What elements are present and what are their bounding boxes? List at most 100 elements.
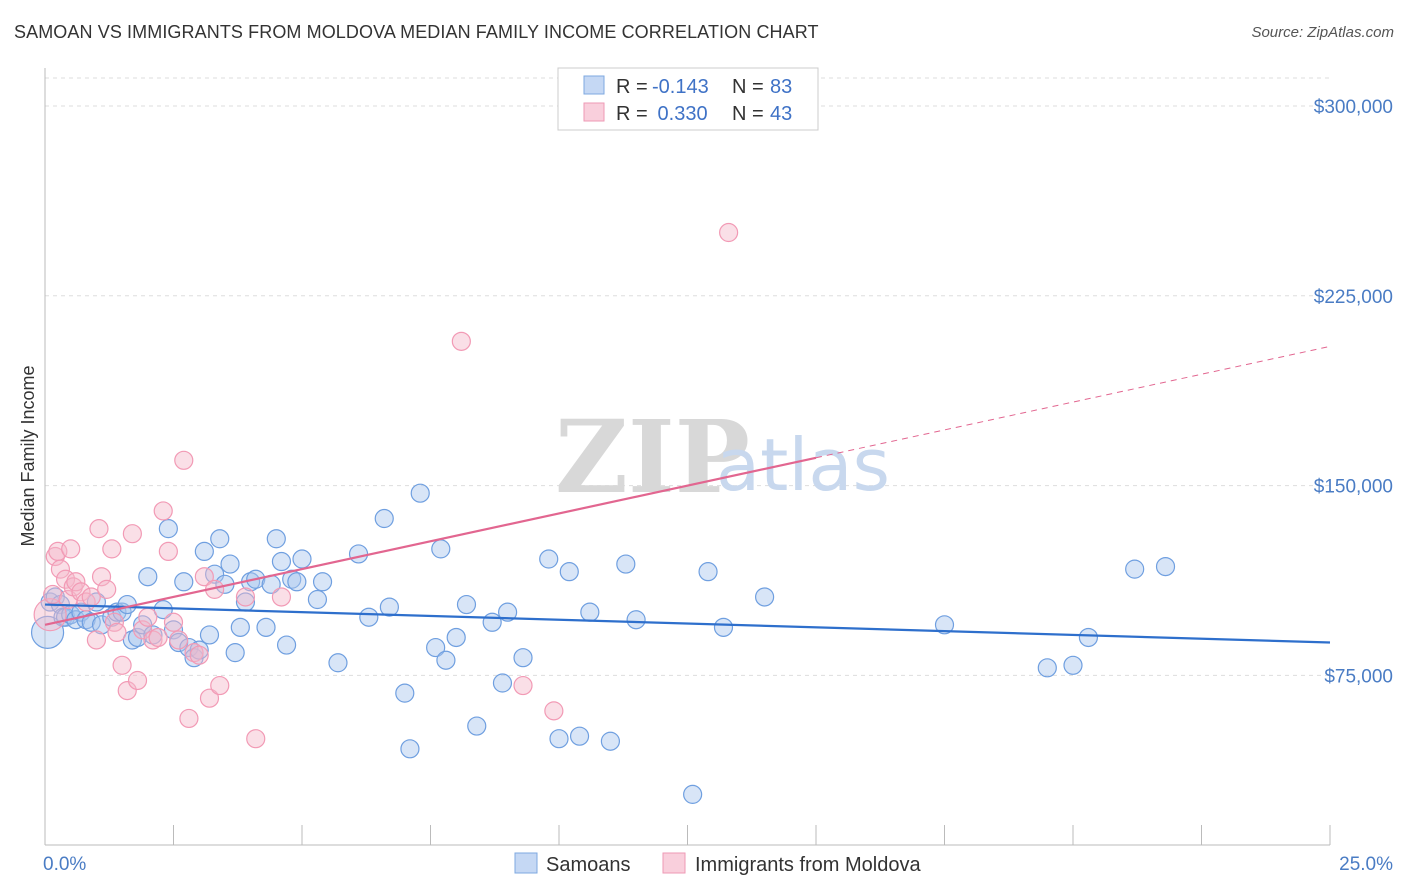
data-point: [1037, 658, 1057, 678]
data-point: [194, 567, 214, 587]
data-point: [379, 597, 399, 617]
data-point: [626, 610, 646, 630]
data-point: [61, 539, 81, 559]
data-point: [153, 501, 173, 521]
data-point: [246, 729, 266, 749]
data-point: [138, 567, 158, 587]
data-point: [210, 529, 230, 549]
y-tick-label: $300,000: [1314, 97, 1393, 118]
data-point: [359, 607, 379, 627]
data-point: [559, 562, 579, 582]
data-point: [189, 645, 209, 665]
data-point: [539, 549, 559, 569]
data-point: [174, 450, 194, 470]
data-point: [498, 602, 518, 622]
data-point: [276, 635, 297, 655]
data-point: [189, 640, 209, 660]
data-point: [169, 630, 189, 650]
chart-source: Source: ZipAtlas.com: [1251, 24, 1394, 41]
legend-n-value-2: 43: [770, 103, 792, 125]
data-point: [431, 539, 451, 559]
data-point: [163, 612, 184, 632]
data-point: [400, 739, 420, 759]
data-point: [30, 615, 65, 650]
data-point: [133, 620, 153, 640]
trend-line-extension: [815, 345, 1331, 459]
data-point: [43, 584, 63, 605]
correlation-legend: R = -0.143 N = 83 R = 0.330 N = 43: [557, 67, 819, 131]
chart-title: SAMOAN VS IMMIGRANTS FROM MOLDOVA MEDIAN…: [14, 22, 819, 42]
series-legend-label-samoans: Samoans: [546, 854, 631, 876]
data-point: [271, 551, 292, 572]
y-tick-label: $150,000: [1314, 477, 1393, 498]
data-point: [45, 546, 65, 567]
x-tick-label: 0.0%: [43, 854, 86, 875]
series-legend: Samoans Immigrants from Moldova: [514, 852, 921, 876]
legend-r-value-1: -0.143: [652, 76, 709, 98]
legend-n-label-1: N =: [732, 76, 764, 98]
data-point: [549, 729, 569, 749]
data-point: [97, 579, 117, 599]
data-point: [374, 508, 394, 529]
data-point: [395, 683, 415, 703]
data-point: [153, 600, 173, 620]
y-tick-labels: $75,000 $150,000 $225,000 $300,000: [1314, 97, 1393, 687]
legend-n-value-1: 83: [770, 76, 792, 98]
data-point: [86, 630, 107, 650]
legend-r-value-2: 0.330: [652, 103, 708, 125]
data-point: [210, 675, 230, 696]
data-point: [616, 554, 636, 574]
data-point: [235, 587, 256, 607]
data-point: [179, 708, 199, 729]
data-point: [225, 643, 245, 663]
series-legend-label-moldova: Immigrants from Moldova: [695, 854, 921, 876]
legend-r-label-1: R =: [616, 76, 648, 98]
data-point: [348, 544, 369, 564]
data-point: [230, 617, 250, 637]
data-point: [158, 519, 178, 539]
x-tick-labels: 0.0% 25.0%: [43, 854, 1393, 875]
data-point: [1155, 556, 1176, 577]
data-point: [513, 648, 533, 668]
data-point: [112, 655, 132, 675]
data-point: [102, 539, 122, 559]
legend-swatch-moldova: [583, 102, 605, 122]
data-point: [410, 483, 430, 503]
data-point: [266, 529, 286, 549]
data-point: [307, 589, 328, 610]
data-point: [66, 572, 86, 592]
data-point: [713, 617, 734, 637]
data-point: [446, 627, 466, 648]
data-point: [122, 630, 142, 650]
data-point: [122, 524, 142, 544]
data-points: [30, 222, 1176, 804]
data-point: [451, 331, 471, 351]
data-point: [199, 688, 220, 708]
legend-r-label-2: R =: [616, 103, 648, 125]
data-point: [127, 670, 148, 691]
data-point: [143, 630, 163, 650]
legend-swatch-samoans: [583, 75, 605, 95]
data-point: [482, 612, 502, 632]
data-point: [194, 541, 214, 562]
data-point: [754, 587, 775, 607]
data-point: [600, 731, 621, 751]
axes: [44, 68, 1331, 846]
data-point: [107, 622, 127, 643]
trend-line: [44, 456, 817, 626]
data-point: [91, 567, 112, 587]
data-point: [271, 587, 292, 607]
data-point: [256, 617, 276, 637]
legend-n-label-2: N =: [732, 103, 764, 125]
y-tick-label: $225,000: [1314, 287, 1393, 308]
data-point: [143, 625, 163, 645]
data-point: [580, 602, 600, 622]
data-point: [220, 554, 240, 574]
series-legend-swatch-moldova: [662, 852, 686, 874]
data-point: [426, 637, 446, 658]
data-point: [934, 615, 955, 635]
series-samoans: [30, 483, 1176, 804]
data-point: [312, 572, 333, 592]
data-point: [456, 594, 477, 615]
